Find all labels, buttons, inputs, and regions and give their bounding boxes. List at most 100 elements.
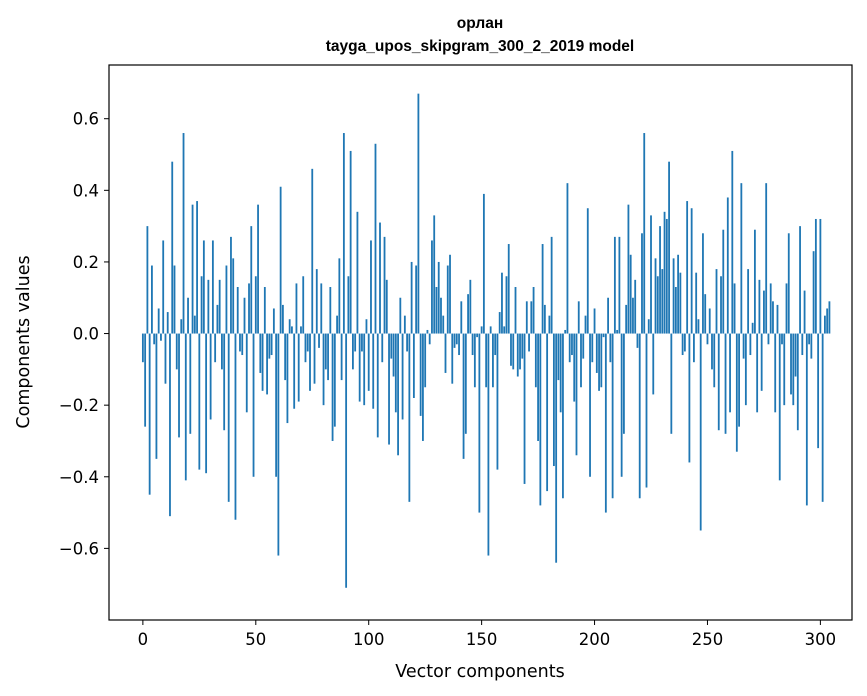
- bar-112: [394, 333, 397, 413]
- bar-194: [580, 333, 582, 388]
- bar-2: [146, 226, 149, 334]
- bar-74: [309, 333, 311, 391]
- bar-1: [144, 333, 147, 427]
- y-tick-label: 0.2: [73, 253, 99, 272]
- bar-148: [476, 333, 479, 338]
- bar-217: [632, 297, 634, 334]
- y-tick-label: −0.2: [59, 396, 99, 415]
- bar-290: [796, 333, 799, 431]
- bar-251: [708, 308, 711, 334]
- y-tick-label: −0.6: [59, 539, 99, 558]
- bar-52: [259, 333, 262, 373]
- bar-293: [803, 290, 806, 334]
- bar-95: [356, 211, 359, 334]
- bar-137: [451, 333, 454, 384]
- bar-41: [234, 333, 237, 520]
- bar-277: [767, 333, 770, 345]
- bar-76: [313, 333, 316, 384]
- bar-162: [507, 244, 510, 334]
- bar-191: [573, 333, 576, 402]
- bar-45: [243, 297, 246, 334]
- bar-249: [704, 294, 707, 334]
- bar-175: [537, 333, 539, 441]
- bar-152: [485, 333, 488, 388]
- bar-10: [164, 333, 167, 384]
- bar-172: [530, 301, 533, 334]
- bar-142: [462, 333, 465, 459]
- bar-86: [336, 315, 338, 334]
- bar-64: [286, 333, 289, 424]
- bar-240: [683, 333, 686, 352]
- bar-144: [467, 294, 469, 334]
- bar-59: [275, 333, 278, 477]
- bar-156: [494, 333, 497, 356]
- bar-258: [724, 333, 727, 434]
- bar-279: [772, 301, 774, 334]
- bar-182: [552, 333, 555, 467]
- x-tick-label: 50: [245, 630, 266, 649]
- bar-256: [720, 276, 722, 334]
- bar-62: [281, 304, 284, 334]
- bar-158: [498, 312, 501, 334]
- bar-229: [659, 226, 661, 334]
- bar-7: [157, 308, 160, 334]
- bar-243: [690, 208, 693, 334]
- bar-173: [532, 287, 535, 334]
- bar-100: [367, 333, 370, 391]
- bar-299: [817, 333, 820, 449]
- bar-295: [808, 333, 810, 345]
- bar-154: [489, 326, 492, 334]
- bar-292: [801, 333, 804, 356]
- bar-99: [365, 319, 368, 334]
- bar-281: [776, 304, 779, 334]
- bar-228: [656, 276, 659, 334]
- bar-81: [324, 333, 327, 370]
- bar-116: [403, 315, 406, 334]
- bar-24: [196, 201, 198, 334]
- bar-94: [354, 333, 357, 352]
- bar-71: [302, 276, 305, 334]
- bar-49: [252, 333, 255, 477]
- bar-184: [557, 333, 560, 381]
- bar-124: [422, 333, 424, 441]
- plot-frame: [108, 64, 853, 621]
- bar-165: [514, 287, 517, 334]
- bar-183: [555, 333, 558, 563]
- y-tick-label: 0.4: [73, 181, 99, 200]
- bar-169: [523, 333, 526, 484]
- bar-30: [209, 333, 212, 420]
- bar-245: [695, 272, 698, 334]
- bar-179: [546, 333, 549, 492]
- bar-192: [575, 333, 578, 456]
- bar-180: [548, 315, 551, 334]
- bar-247: [699, 333, 702, 531]
- bar-275: [763, 290, 765, 334]
- bar-98: [363, 333, 366, 406]
- bar-127: [428, 333, 431, 345]
- bar-48: [250, 226, 253, 334]
- chart-title: орлан: [457, 15, 503, 32]
- bar-212: [620, 333, 623, 477]
- bar-221: [641, 233, 643, 334]
- bar-285: [785, 283, 788, 334]
- bar-18: [182, 133, 185, 334]
- bar-103: [374, 143, 377, 334]
- bar-177: [541, 244, 544, 334]
- bar-42: [236, 287, 239, 334]
- bar-149: [478, 333, 481, 513]
- bar-series: [141, 93, 831, 588]
- y-axis-label: Components values: [14, 255, 34, 428]
- bar-222: [643, 133, 646, 334]
- bar-128: [431, 240, 433, 334]
- bar-115: [401, 333, 404, 420]
- bar-237: [677, 254, 680, 334]
- bar-150: [480, 326, 483, 334]
- bar-4: [151, 265, 153, 334]
- bar-284: [783, 333, 786, 406]
- bar-276: [765, 183, 768, 334]
- bar-58: [272, 308, 275, 334]
- bar-297: [812, 251, 815, 334]
- bar-225: [650, 215, 652, 334]
- bar-167: [519, 333, 521, 370]
- bar-181: [550, 236, 553, 334]
